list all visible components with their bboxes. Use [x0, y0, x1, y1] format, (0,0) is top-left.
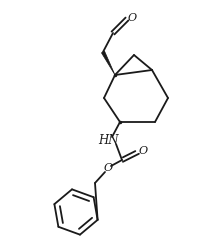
Text: HN: HN [98, 134, 118, 147]
Text: O: O [103, 163, 113, 173]
Text: O: O [128, 13, 136, 23]
Polygon shape [101, 51, 115, 75]
Text: O: O [139, 146, 147, 156]
